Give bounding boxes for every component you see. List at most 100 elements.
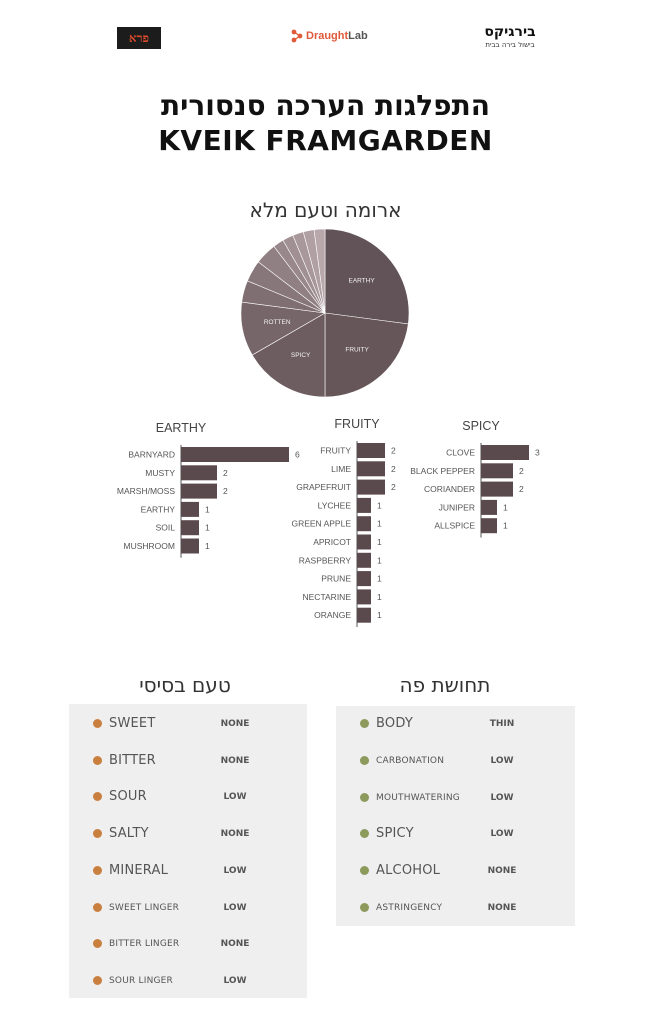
bullet-dot-icon <box>360 829 369 839</box>
attribute-label: SWEET <box>109 716 156 731</box>
bar-category-label: MUSHROOM <box>124 541 175 551</box>
bar <box>481 463 513 479</box>
bar-value-label: 2 <box>519 484 524 494</box>
bar-category-label: BLACK PEPPER <box>410 466 475 476</box>
bar <box>357 571 371 587</box>
pie-slice-label: ROTTEN <box>264 319 291 326</box>
bar-value-label: 1 <box>503 502 508 512</box>
bar-value-label: 2 <box>391 482 396 492</box>
attribute-label: SALTY <box>109 826 149 842</box>
attribute-level: LOW <box>223 975 247 986</box>
beergeeks-logo-sub: בישול בירה בבית <box>485 41 535 49</box>
bar <box>357 479 385 495</box>
attribute-level: NONE <box>487 903 517 913</box>
bullet-dot-icon <box>360 755 369 765</box>
pie-slice-label: SPICY <box>291 352 311 359</box>
molecule-icon <box>291 29 303 43</box>
pie-slice <box>324 312 409 398</box>
bullet-dot-icon <box>93 975 102 985</box>
bar-value-label: 1 <box>377 574 382 584</box>
bar <box>481 481 513 497</box>
attribute-label: SOUR LINGER <box>109 975 174 986</box>
bar-value-label: 2 <box>391 446 396 456</box>
bar-category-label: SOIL <box>156 523 176 533</box>
pie-chart-title: ארומה וטעם מלא <box>249 198 402 222</box>
bar <box>481 445 529 460</box>
logo-bar: פרא Draught Lab בירגיקס בישול בירה בבית <box>0 22 651 58</box>
attribute-level: LOW <box>223 792 247 803</box>
attribute-label: ASTRINGENCY <box>376 903 443 913</box>
bar-category-label: RASPBERRY <box>299 555 352 565</box>
bullet-dot-icon <box>360 792 369 802</box>
bar-value-label: 1 <box>205 504 210 514</box>
bar-value-label: 1 <box>377 537 382 547</box>
beergeeks-logo-main: בירגיקס <box>484 24 536 40</box>
bar-value-label: 1 <box>377 610 382 620</box>
bar-value-label: 1 <box>377 592 382 602</box>
bar-category-label: MUSTY <box>145 468 175 478</box>
pie-slice <box>251 312 326 398</box>
bullet-dot-icon <box>93 865 102 875</box>
attribute-label: ALCOHOL <box>376 863 441 879</box>
para-logo-text: פרא <box>128 30 150 45</box>
bar <box>181 520 199 536</box>
attribute-label: BITTER <box>109 752 156 768</box>
bar-value-label: 1 <box>377 519 382 529</box>
bar <box>181 483 217 499</box>
bar-value-label: 6 <box>295 450 300 460</box>
bar <box>357 552 371 568</box>
bar-category-label: APRICOT <box>313 537 351 547</box>
attribute-label: MINERAL <box>109 862 169 878</box>
bar-value-label: 2 <box>223 468 228 478</box>
attribute-level: NONE <box>220 829 250 840</box>
bar-value-label: 2 <box>391 464 396 474</box>
bar-category-label: NECTARINE <box>303 592 352 602</box>
bar <box>357 461 385 477</box>
attribute-level: NONE <box>220 755 250 766</box>
bar-category-label: ALLSPICE <box>434 521 475 531</box>
attribute-label: SWEET LINGER <box>109 902 180 913</box>
bullet-dot-icon <box>93 755 102 765</box>
attribute-row: BITTER LINGER NONE <box>69 934 307 954</box>
attribute-row: BITTER NONE <box>69 751 307 771</box>
bar-value-label: 1 <box>205 541 210 551</box>
pie-slice-label: EARTHY <box>349 278 376 285</box>
bar <box>357 589 371 605</box>
attribute-row: SALTY NONE <box>69 824 307 844</box>
bar-charts: EARTHY BARNYARD 6 MUSTY 2 MARSH/MOSS 2 EARTHY 1 S… <box>117 417 540 627</box>
attribute-label: SOUR <box>109 789 147 805</box>
pie-slice-label: FRUITY <box>345 346 369 353</box>
attribute-row: SOUR LINGER LOW <box>69 971 307 991</box>
bullet-dot-icon <box>93 792 102 802</box>
attribute-level: LOW <box>223 902 247 913</box>
bullet-dot-icon <box>93 939 102 949</box>
attribute-label: BITTER LINGER <box>109 939 180 950</box>
attribute-label: SPICY <box>376 826 414 842</box>
bar <box>481 518 497 534</box>
bar-category-label: LYCHEE <box>318 500 352 510</box>
attribute-level: LOW <box>490 829 514 840</box>
attribute-row: ALCOHOL NONE <box>336 861 575 881</box>
pie-slice <box>313 228 326 314</box>
attribute-row: ASTRINGENCY NONE <box>336 898 575 918</box>
bar-category-label: PRUNE <box>321 574 351 584</box>
pie-slice <box>324 228 410 325</box>
bar <box>181 538 199 554</box>
bar <box>181 447 289 462</box>
attribute-row: SWEET LINGER LOW <box>69 898 307 918</box>
bar-chart-title: EARTHY <box>156 421 207 435</box>
attribute-label: MOUTHWATERING <box>376 792 460 803</box>
bar-category-label: BARNYARD <box>128 450 175 460</box>
draughtlab-logo-text-b: Lab <box>348 30 368 42</box>
bar <box>357 516 371 532</box>
bar-category-label: EARTHY <box>141 504 176 514</box>
attribute-row: BODY THIN <box>336 714 575 734</box>
bar-value-label: 3 <box>535 448 540 458</box>
bar-category-label: CLOVE <box>446 448 475 458</box>
bar-value-label: 1 <box>377 500 382 510</box>
attribute-row: MOUTHWATERING LOW <box>336 788 575 808</box>
page-title-hebrew: התפלגות הערכה סנסורית <box>161 89 490 122</box>
bar <box>181 501 199 517</box>
bullet-dot-icon <box>360 903 369 912</box>
draughtlab-logo: Draught Lab <box>290 28 368 44</box>
